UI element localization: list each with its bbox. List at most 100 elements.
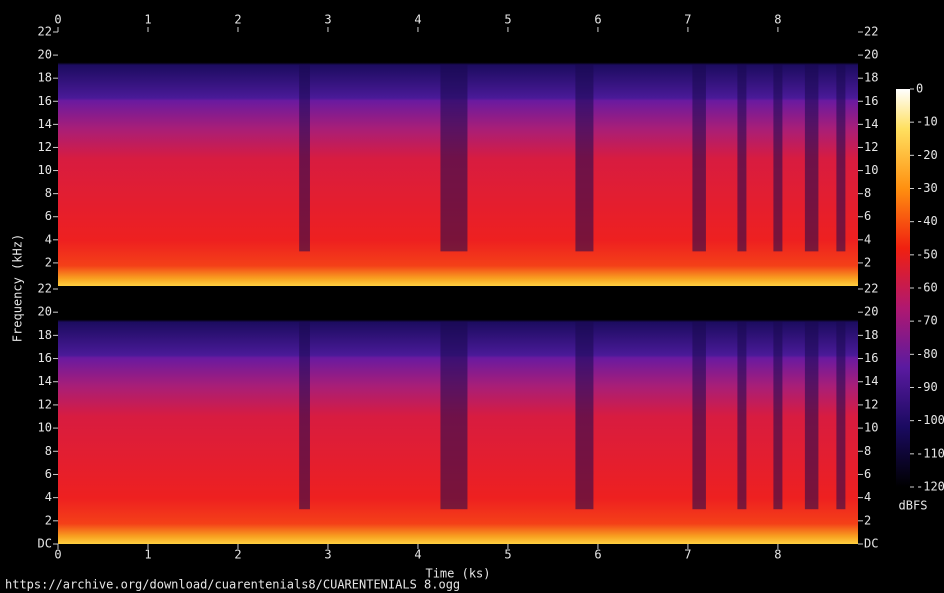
y-tick-label: 22 (38, 25, 52, 39)
spectrogram-gap (575, 64, 594, 252)
x-tick-label-top: 3 (324, 13, 331, 27)
y-tick-label-right: 22 (864, 282, 878, 296)
y-tick-label: 14 (38, 374, 52, 388)
y-tick-label: 6 (45, 209, 52, 223)
x-tick-label: 8 (774, 548, 781, 562)
x-tick-label: 3 (324, 548, 331, 562)
y-tick-label: 10 (38, 421, 52, 435)
colorbar (896, 89, 910, 487)
colorbar-tick-label: -10 (916, 115, 938, 129)
y-tick-label: 20 (38, 48, 52, 62)
y-tick-label-right: 18 (864, 328, 878, 342)
colorbar-tick-label: -50 (916, 247, 938, 261)
spectrogram-gap (692, 321, 706, 510)
x-tick-label: 5 (504, 548, 511, 562)
y-tick-label-right: 20 (864, 305, 878, 319)
y-tick-label-right: 8 (864, 444, 871, 458)
x-tick-label: 6 (594, 548, 601, 562)
y-tick-label-right: 14 (864, 374, 878, 388)
y-tick-label-right: 2 (864, 255, 871, 269)
colorbar-tick-label: -80 (916, 347, 938, 361)
colorbar-tick-label: -60 (916, 281, 938, 295)
colorbar-tick-label: -30 (916, 181, 938, 195)
x-tick-label-top: 4 (414, 13, 421, 27)
y-tick-label: 20 (38, 305, 52, 319)
y-tick-label-right: 8 (864, 186, 871, 200)
y-tick-label: 6 (45, 467, 52, 481)
colorbar-tick-label: -100 (916, 413, 944, 427)
x-tick-label: 2 (234, 548, 241, 562)
y-tick-label-right: 4 (864, 490, 871, 504)
x-tick-label-top: 7 (684, 13, 691, 27)
colorbar-tick-label: -70 (916, 314, 938, 328)
colorbar-tick-label: -20 (916, 148, 938, 162)
spectrogram-gap (692, 64, 706, 252)
y-tick-label: 2 (45, 513, 52, 527)
y-tick-label-right: 14 (864, 117, 878, 131)
colorbar-tick-label: 0 (916, 82, 923, 96)
x-tick-label: 0 (54, 548, 61, 562)
spectrogram-gap (299, 64, 310, 252)
y-tick-label: 8 (45, 444, 52, 458)
x-tick-label-top: 6 (594, 13, 601, 27)
x-tick-label: 4 (414, 548, 421, 562)
spectrogram-gap (804, 321, 819, 510)
y-tick-label-right: 6 (864, 467, 871, 481)
y-tick-label-right: 4 (864, 232, 871, 246)
spectrogram-gap (773, 64, 783, 252)
x-axis-label: Time (ks) (425, 567, 490, 581)
y-tick-label: 8 (45, 186, 52, 200)
y-tick-label-right: 10 (864, 421, 878, 435)
source-url: https://archive.org/download/cuarentenia… (5, 578, 460, 592)
x-tick-label-top: 8 (774, 13, 781, 27)
y-tick-label-right: 12 (864, 397, 878, 411)
spectrogram-gap (440, 64, 468, 252)
y-tick-label: 18 (38, 328, 52, 342)
spectrogram-gap (773, 321, 783, 510)
y-tick-label: 12 (38, 140, 52, 154)
colorbar-tick-label: -90 (916, 380, 938, 394)
y-tick-label: 4 (45, 490, 52, 504)
y-tick-label: 14 (38, 117, 52, 131)
colorbar-label: dBFS (899, 499, 928, 513)
y-tick-label-right: 20 (864, 48, 878, 62)
spectrogram-gap (440, 321, 468, 510)
x-tick-label-top: 5 (504, 13, 511, 27)
y-tick-label: 18 (38, 71, 52, 85)
spectrogram-gap (737, 64, 747, 252)
y-tick-label: 12 (38, 397, 52, 411)
y-tick-label-right: DC (864, 537, 878, 551)
y-tick-label: DC (38, 537, 52, 551)
y-tick-label-right: 10 (864, 163, 878, 177)
spectrogram-gap (836, 321, 846, 510)
spectrogram-gap (575, 321, 594, 510)
x-tick-label-top: 2 (234, 13, 241, 27)
x-tick-label-top: 0 (54, 13, 61, 27)
colorbar-tick-label: -110 (916, 446, 944, 460)
y-tick-label-right: 12 (864, 140, 878, 154)
spectrogram-gap (299, 321, 310, 510)
x-tick-label: 1 (144, 548, 151, 562)
y-tick-label-right: 6 (864, 209, 871, 223)
spectrogram-gap (804, 64, 819, 252)
y-axis-label: Frequency (kHz) (11, 234, 25, 342)
y-tick-label: 16 (38, 94, 52, 108)
y-tick-label: 10 (38, 163, 52, 177)
x-tick-label-top: 1 (144, 13, 151, 27)
y-tick-label-right: 22 (864, 25, 878, 39)
x-tick-label: 7 (684, 548, 691, 562)
y-tick-label: 16 (38, 351, 52, 365)
y-tick-label-right: 18 (864, 71, 878, 85)
y-tick-label: 4 (45, 232, 52, 246)
y-tick-label-right: 2 (864, 513, 871, 527)
colorbar-tick-label: -40 (916, 214, 938, 228)
spectrogram-gap (836, 64, 846, 252)
colorbar-tick-label: -120 (916, 480, 944, 494)
y-tick-label-right: 16 (864, 94, 878, 108)
y-tick-label: 22 (38, 282, 52, 296)
y-tick-label: 2 (45, 255, 52, 269)
y-tick-label-right: 16 (864, 351, 878, 365)
spectrogram-gap (737, 321, 747, 510)
